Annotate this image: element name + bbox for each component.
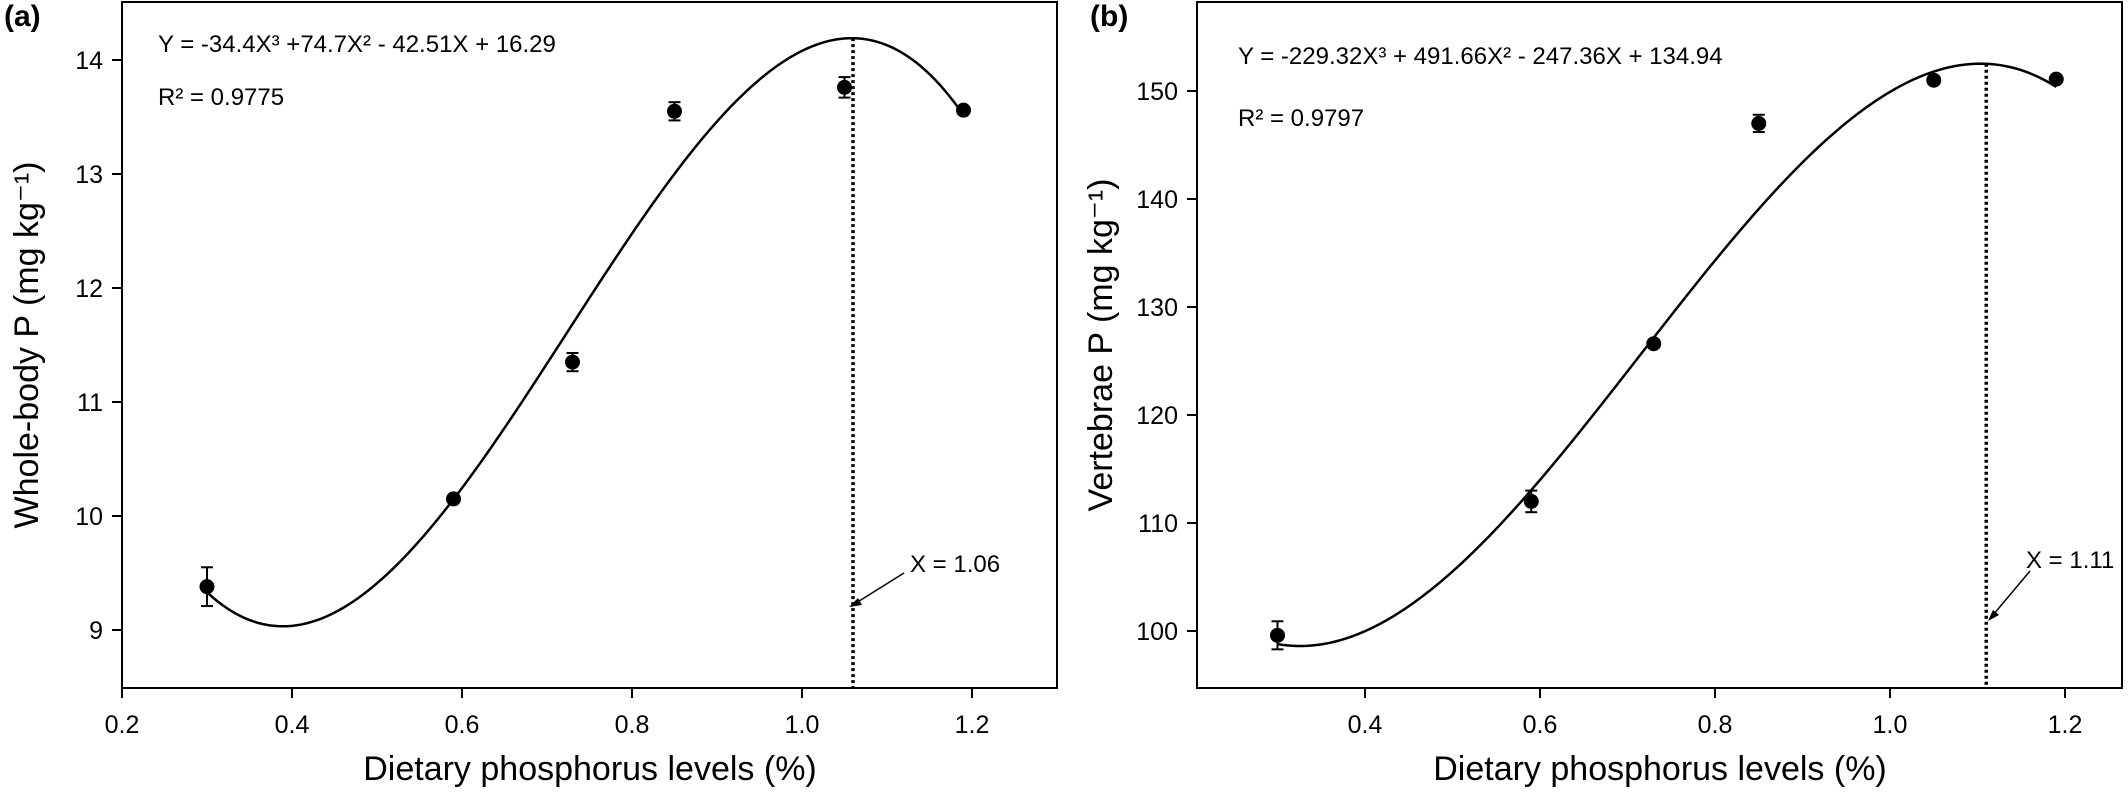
panel-a-optimum-arrow	[849, 572, 905, 607]
panel-a-x-tick-label: 1.0	[785, 711, 820, 739]
panel-b-x-tick-label: 1.2	[2048, 711, 2083, 739]
panel-b-y-tick-label: 100	[1136, 618, 1178, 646]
panel-a-y-ticks	[112, 59, 122, 631]
panel-a-fit-curve	[206, 36, 965, 628]
panel-a-y-tick-label: 13	[75, 161, 103, 189]
panel-b-data-point	[1523, 493, 1539, 509]
panel-b-r-squared: R² = 0.9797	[1238, 105, 1364, 132]
panel-b-y-tick-label: 130	[1136, 294, 1178, 322]
panel-a-equation: Y = -34.4X³ +74.7X² - 42.51X + 16.29	[158, 31, 556, 58]
panel-a-r-squared: R² = 0.9775	[158, 84, 284, 111]
panel-b-y-tick-label: 140	[1136, 186, 1178, 214]
panel-a-y-tick-label: 10	[75, 503, 103, 531]
panel-a-annotations: Y = -34.4X³ +74.7X² - 42.51X + 16.29 R² …	[158, 31, 1000, 607]
panel-a-x-tick-label: 0.2	[105, 711, 140, 739]
panel-a-x-tick-label: 1.2	[955, 711, 990, 739]
panel-b-optimum-arrow	[1988, 570, 2031, 621]
panel-a-data-point	[667, 103, 682, 119]
panel-a-x-tick-label: 0.6	[445, 711, 480, 739]
panel-b-x-axis-title: Dietary phosphorus levels (%)	[1433, 750, 1887, 788]
panel-b-y-tick-label: 150	[1136, 78, 1178, 106]
panel-b-y-axis-title: Vertebrae P (mg kg⁻¹)	[1082, 179, 1120, 512]
panel-a-optimum-label: X = 1.06	[910, 551, 1000, 578]
panel-b-data-point	[1646, 336, 1662, 352]
panel-b-marks	[1270, 62, 2064, 688]
panel-a-y-tick-label: 14	[75, 47, 103, 75]
panel-b-y-tick-label: 120	[1136, 402, 1178, 430]
panel-a-y-tick-labels: 9 10 11 12 13 14	[75, 47, 103, 645]
panel-a-x-axis-title: Dietary phosphorus levels (%)	[363, 750, 817, 788]
panel-b-x-tick-label: 0.8	[1698, 711, 1733, 739]
panel-a-y-tick-label: 11	[77, 389, 103, 417]
panel-a-y-tick-label: 12	[75, 275, 103, 303]
panel-a-x-tick-labels: 0.2 0.4 0.6 0.8 1.0 1.2	[105, 711, 990, 739]
panel-b-x-tick-label: 0.4	[1348, 711, 1383, 739]
panel-a-y-tick-label: 9	[89, 617, 103, 645]
panel-a-label: (a)	[4, 0, 41, 33]
panel-b-annotations: Y = -229.32X³ + 491.66X² - 247.36X + 134…	[1238, 43, 2114, 621]
panel-b-x-tick-label: 1.0	[1873, 711, 1908, 739]
panel-a-y-axis-title: Whole-body P (mg kg⁻¹)	[8, 162, 46, 529]
panel-a-marks	[199, 36, 971, 688]
panel-b-equation: Y = -229.32X³ + 491.66X² - 247.36X + 134…	[1238, 43, 1723, 70]
panel-a-data-point	[837, 79, 852, 95]
panel-b-x-tick-labels: 0.4 0.6 0.8 1.0 1.2	[1348, 711, 2083, 739]
panel-a-plot-frame	[121, 1, 1058, 689]
panel-b-y-tick-label: 110	[1138, 510, 1178, 538]
panel-a-x-tick-label: 0.4	[275, 711, 310, 739]
panel-b-fit-curve	[1277, 62, 2057, 648]
panel-b-data-point	[2048, 71, 2064, 87]
panel-b: (b) 0.4 0.6 0.8 1.0 1.2 100 110	[1082, 0, 2123, 788]
panel-b-x-tick-label: 0.6	[1523, 711, 1558, 739]
panel-b-y-ticks	[1187, 90, 1197, 632]
panel-b-x-ticks	[1364, 688, 2066, 698]
panel-b-optimum-label: X = 1.11	[2026, 547, 2114, 574]
panel-a-data-point	[565, 354, 580, 370]
panel-a-x-ticks	[121, 688, 973, 698]
panel-b-data-point	[1270, 627, 1285, 643]
panel-b-data-point	[1926, 72, 1942, 88]
panel-a: (a) 0.2 0.4 0.6 0.8 1.0 1.2 9	[4, 0, 1058, 788]
panel-a-data-point	[199, 579, 215, 595]
panel-a-data-point	[446, 491, 461, 507]
panel-b-plot-frame	[1196, 1, 2123, 689]
panel-b-y-tick-labels: 100 110 120 130 140 150	[1136, 78, 1178, 646]
panel-a-x-tick-label: 0.8	[615, 711, 650, 739]
panel-b-label: (b)	[1090, 0, 1128, 33]
panel-b-data-point	[1751, 115, 1767, 131]
panel-a-data-point	[956, 102, 971, 118]
